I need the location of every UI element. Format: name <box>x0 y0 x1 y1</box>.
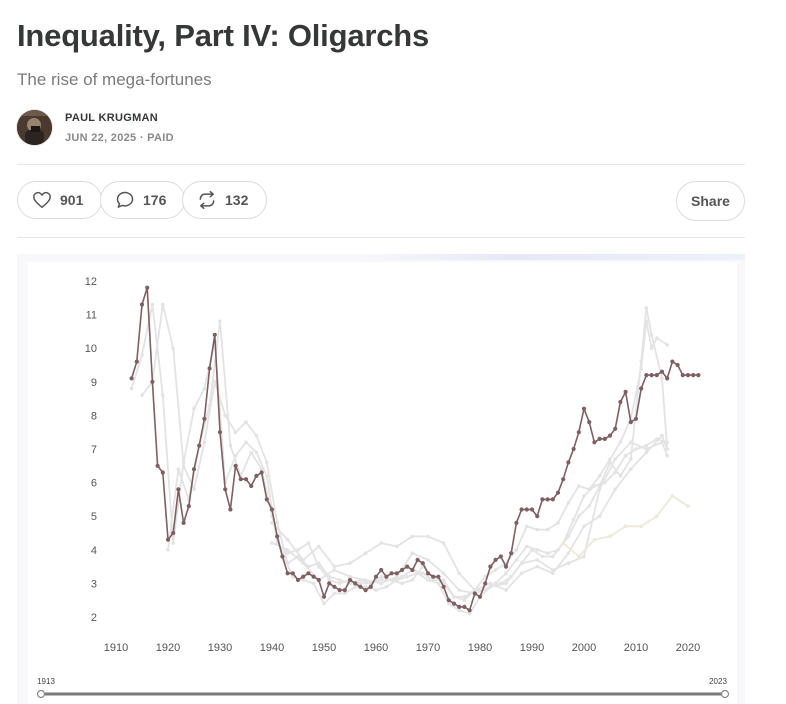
like-button[interactable]: 901 <box>17 181 103 219</box>
chart-container <box>17 254 745 704</box>
share-button[interactable]: Share <box>676 181 745 221</box>
heart-icon <box>33 191 51 209</box>
author-name[interactable]: PAUL KRUGMAN <box>65 112 159 124</box>
restack-icon <box>199 190 215 210</box>
like-count: 901 <box>60 192 84 208</box>
slider-end-label: 2023 <box>709 677 727 686</box>
avatar-image <box>17 110 52 145</box>
slider-end-handle[interactable] <box>720 689 730 699</box>
restack-count: 132 <box>225 192 249 208</box>
chart-top-glow <box>357 254 745 260</box>
divider-top <box>17 164 745 165</box>
slider-start-handle[interactable] <box>36 689 46 699</box>
chart-panel <box>28 262 737 704</box>
restack-button[interactable]: 132 <box>182 181 268 219</box>
divider-bottom <box>17 237 745 238</box>
comment-count: 176 <box>143 192 167 208</box>
comment-icon <box>116 191 134 208</box>
slider-start-label: 1913 <box>37 677 55 686</box>
article-title: Inequality, Part IV: Oligarchs <box>17 18 430 53</box>
comment-button[interactable]: 176 <box>100 181 186 219</box>
year-slider: 1913 2023 <box>36 677 730 699</box>
author-avatar[interactable] <box>17 110 52 145</box>
post-meta: JUN 22, 2025 · PAID <box>65 132 174 144</box>
article-subtitle: The rise of mega-fortunes <box>17 70 212 89</box>
